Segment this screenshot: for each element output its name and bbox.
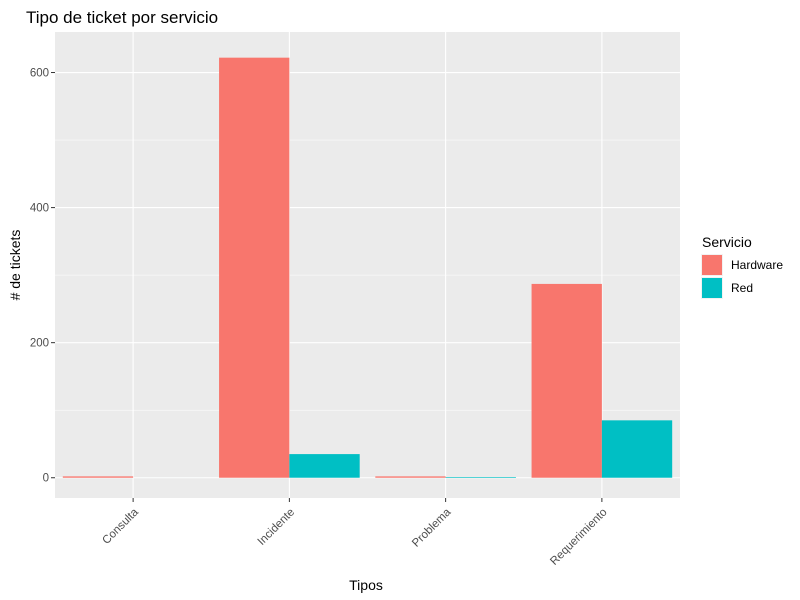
chart-title: Tipo de ticket por servicio — [26, 8, 218, 27]
bar-red-incidente — [289, 454, 360, 478]
y-axis: 0 200 400 600 — [30, 68, 55, 485]
y-tick-label: 200 — [30, 338, 49, 350]
bar-hardware-requerimiento — [531, 283, 602, 478]
legend-label-red: Red — [731, 281, 753, 295]
bar-hardware-problema — [375, 476, 446, 478]
legend-swatch-red — [702, 278, 722, 298]
legend-title: Servicio — [702, 234, 752, 250]
legend-swatch-hardware — [702, 255, 722, 275]
bar-hardware-incidente — [219, 57, 290, 478]
bar-red-requerimiento — [601, 420, 673, 478]
x-tick-label: Requerimiento — [548, 506, 609, 567]
y-tick-label: 400 — [30, 203, 49, 215]
legend-label-hardware: Hardware — [731, 258, 783, 272]
x-tick-label: Consulta — [100, 506, 141, 547]
y-tick-label: 0 — [43, 473, 49, 485]
y-axis-title: # de tickets — [7, 230, 23, 301]
y-tick-label: 600 — [30, 68, 49, 80]
x-axis: Consulta Incidente Problema Requerimiento — [100, 498, 610, 568]
x-tick-label: Incidente — [256, 506, 297, 547]
bar-hardware-consulta — [62, 476, 134, 478]
bars — [62, 57, 673, 478]
x-axis-title: Tipos — [349, 577, 383, 593]
legend: Servicio Hardware Red — [701, 234, 783, 299]
bar-red-problema — [445, 477, 516, 478]
x-tick-label: Problema — [410, 506, 454, 550]
